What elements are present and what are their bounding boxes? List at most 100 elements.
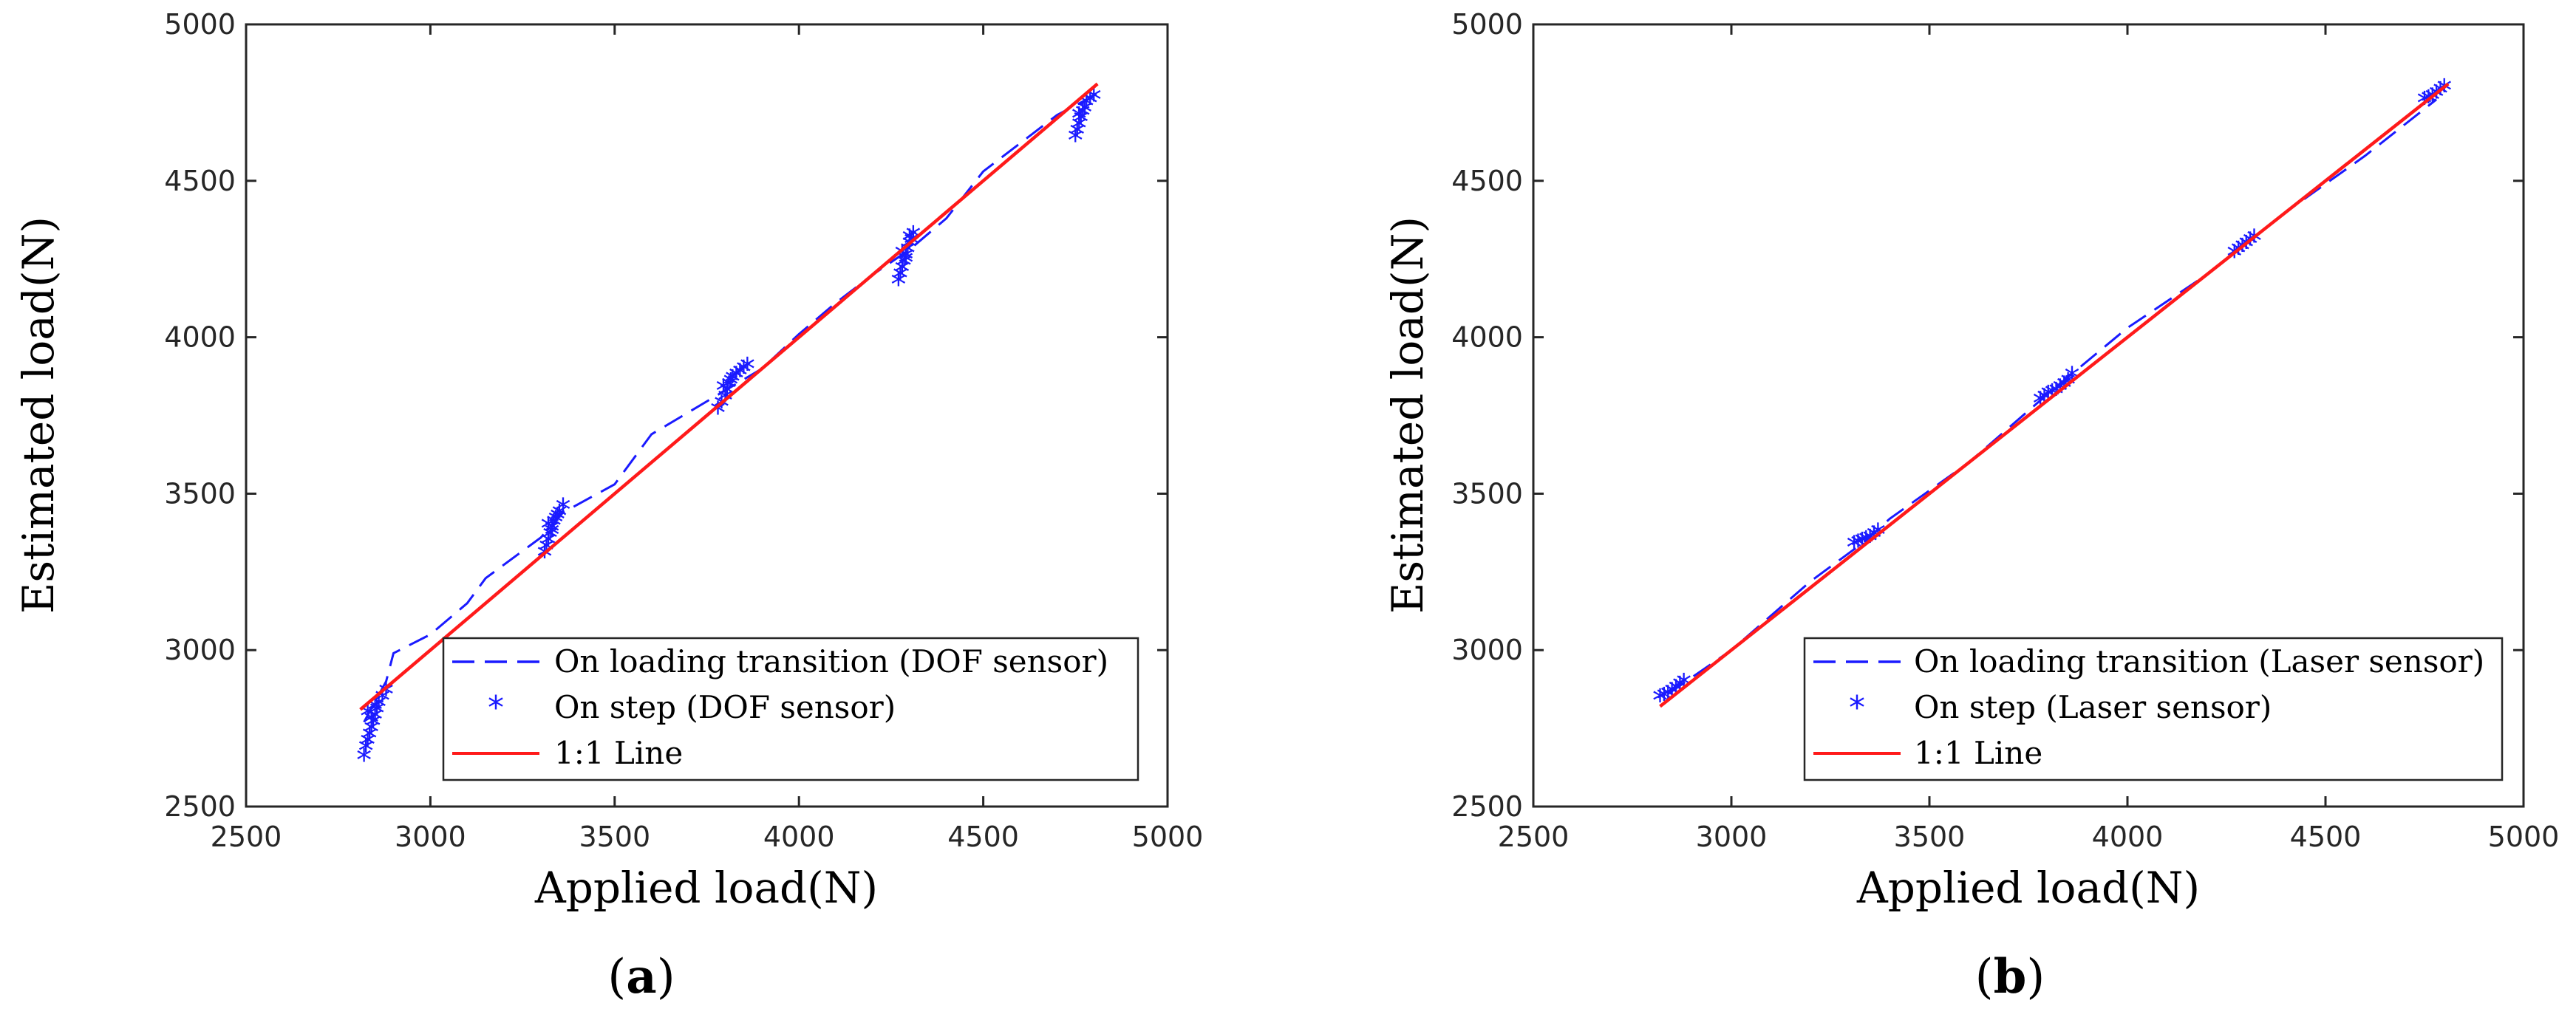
data-point: *: [1672, 670, 1688, 706]
panel-caption-letter-b: b: [1994, 949, 2027, 1004]
data-point: *: [2231, 235, 2246, 271]
data-point: *: [896, 247, 912, 284]
data-point: *: [1069, 116, 1085, 152]
data-point: *: [890, 267, 906, 303]
y-tick-label: 5000: [1451, 8, 1523, 41]
legend-label-line-b: 1:1 Line: [1914, 735, 2042, 771]
x-tick-label: 2500: [211, 821, 282, 853]
legend-swatch-marker-a: *: [488, 689, 504, 727]
data-point: *: [1073, 103, 1088, 140]
data-point: *: [362, 720, 378, 756]
legend-box-b: [1803, 637, 2504, 781]
data-point: *: [364, 705, 379, 741]
data-point: *: [2243, 226, 2258, 262]
data-point: *: [1656, 681, 1672, 717]
data-point: *: [2040, 379, 2056, 415]
legend-a: On loading transition (DOF sensor) * On …: [442, 637, 1139, 781]
data-point: *: [369, 695, 385, 731]
data-point: *: [1676, 667, 1691, 703]
data-point: *: [1668, 673, 1683, 709]
panel-caption-b: (b): [1975, 949, 2045, 1004]
series-layer-b: ***********************************: [1652, 72, 2452, 719]
series-layer-a: ****************************************…: [356, 82, 1102, 778]
data-point: *: [2064, 360, 2079, 397]
data-point: *: [721, 369, 737, 405]
data-point: *: [1075, 97, 1091, 134]
step-markers: ****************************************…: [356, 82, 1102, 778]
y-tick-label: 4500: [164, 165, 236, 197]
x-tick-label: 4000: [2092, 821, 2164, 853]
ticks-b: 2500 3000 3500 4000 4500 5000 2500 3000 3500 4000…: [1451, 8, 2559, 853]
data-point: *: [537, 538, 553, 575]
data-point: *: [375, 682, 390, 719]
y-tick-label: 5000: [164, 8, 236, 41]
panel-caption-a: (a): [607, 949, 675, 1004]
x-axis-label-b: Applied load(N): [1856, 863, 2200, 913]
data-point: *: [714, 389, 729, 425]
chart-panel-a: 2500 3000 3500 4000 4500 5000 2500 3000 3500 4000…: [13, 8, 1203, 1004]
data-point: *: [2033, 386, 2048, 422]
data-point: *: [1664, 677, 1680, 713]
y-axis-label-a: Estimated load(N): [13, 216, 64, 614]
data-point: *: [1077, 95, 1092, 131]
data-point: *: [902, 222, 917, 259]
data-point: *: [905, 219, 921, 256]
legend-label-step-b: On step (Laser sensor): [1914, 689, 2272, 725]
data-point: *: [2235, 232, 2250, 268]
data-point: *: [893, 260, 908, 296]
data-point: *: [555, 492, 570, 528]
data-point: *: [1071, 100, 1087, 137]
x-tick-label: 5000: [2488, 821, 2560, 853]
data-point: *: [1652, 682, 1668, 719]
y-tick-label: 4000: [164, 321, 236, 354]
data-point: *: [548, 504, 563, 541]
legend-label-step-a: On step (DOF sensor): [554, 689, 896, 725]
data-point: *: [2425, 82, 2440, 118]
data-point: *: [2037, 382, 2052, 418]
data-point: *: [900, 235, 916, 271]
data-point: *: [364, 713, 379, 750]
legend-swatch-marker-b: *: [1849, 689, 1865, 727]
data-point: *: [366, 708, 381, 744]
x-tick-label: 5000: [1132, 821, 1204, 853]
x-tick-label: 3000: [1696, 821, 1768, 853]
y-tick-label: 3500: [164, 477, 236, 510]
one-to-one-line: [1659, 82, 2450, 708]
data-point: *: [894, 254, 910, 290]
data-point: *: [2429, 78, 2444, 114]
y-tick-label: 2500: [164, 790, 236, 823]
data-point: *: [2436, 72, 2452, 109]
x-tick-label: 3500: [579, 821, 650, 853]
x-tick-label: 4500: [947, 821, 1019, 853]
data-point: *: [367, 701, 383, 737]
data-point: *: [2238, 229, 2254, 265]
data-point: *: [546, 507, 562, 544]
legend-label-line-a: 1:1 Line: [554, 735, 683, 771]
y-tick-label: 4500: [1451, 165, 1523, 197]
data-point: *: [360, 726, 375, 762]
data-point: *: [2433, 75, 2448, 112]
data-point: *: [1660, 680, 1676, 716]
legend-b: On loading transition (Laser sensor) * O…: [1803, 637, 2504, 781]
data-point: *: [545, 513, 560, 550]
x-tick-label: 4000: [763, 821, 835, 853]
data-point: *: [1071, 110, 1087, 146]
data-point: *: [1068, 123, 1083, 159]
x-tick-label: 2500: [1498, 821, 1570, 853]
y-axis-label-b: Estimated load(N): [1383, 216, 1433, 614]
x-tick-label: 3500: [1894, 821, 1966, 853]
legend-box-a: [442, 637, 1139, 781]
data-point: *: [902, 229, 917, 265]
x-tick-label: 4500: [2290, 821, 2362, 853]
data-point: *: [550, 501, 565, 537]
data-point: *: [358, 733, 374, 769]
data-point: *: [2246, 222, 2262, 259]
data-point: *: [2226, 238, 2242, 274]
legend-label-transition-b: On loading transition (Laser sensor): [1914, 643, 2484, 680]
chart-panel-b: 2500 3000 3500 4000 4500 5000 2500 3000 3500 4000…: [1383, 8, 2559, 1004]
x-tick-label: 3000: [395, 821, 466, 853]
data-point: *: [551, 498, 567, 534]
y-tick-label: 3500: [1451, 477, 1523, 510]
data-point: *: [898, 244, 913, 281]
